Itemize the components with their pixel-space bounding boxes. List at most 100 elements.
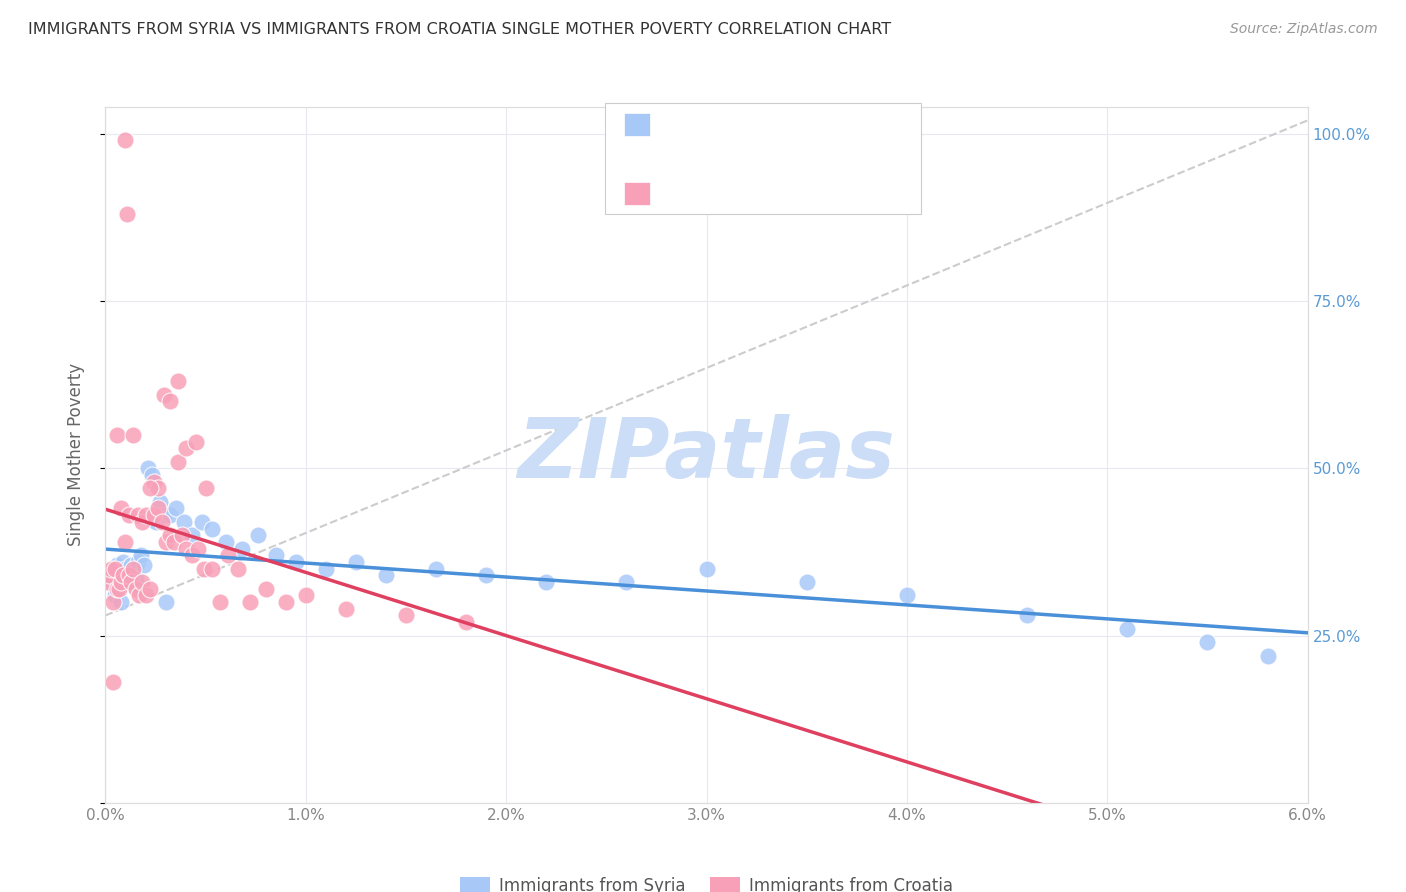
Point	[107, 558, 129, 573]
Point	[264, 548, 287, 563]
Point	[104, 589, 127, 603]
Point	[315, 562, 337, 576]
Text: R = -0.173: R = -0.173	[658, 119, 752, 134]
Legend: Immigrants from Syria, Immigrants from Croatia: Immigrants from Syria, Immigrants from C…	[454, 871, 959, 892]
Point	[344, 555, 367, 569]
Point	[110, 501, 132, 516]
Point	[100, 575, 122, 590]
Point	[159, 394, 181, 409]
Point	[107, 582, 129, 596]
Point	[226, 562, 249, 576]
Point	[124, 582, 146, 596]
Point	[124, 582, 146, 596]
Point	[124, 572, 146, 586]
Point	[122, 565, 145, 579]
Point	[190, 515, 212, 529]
Point	[141, 468, 163, 483]
Point	[129, 548, 152, 563]
Text: R = 0.500: R = 0.500	[658, 187, 745, 202]
Point	[100, 562, 122, 576]
Point	[616, 575, 638, 590]
Point	[138, 482, 160, 496]
Point	[180, 528, 202, 542]
Point	[184, 434, 207, 449]
Point	[217, 548, 239, 563]
Point	[534, 575, 557, 590]
Point	[128, 589, 150, 603]
Point	[155, 595, 177, 609]
Text: N =  51: N = 51	[801, 119, 868, 134]
Point	[201, 562, 224, 576]
Point	[108, 582, 131, 596]
Point	[103, 675, 125, 690]
Point	[127, 508, 149, 523]
Point	[1017, 608, 1039, 623]
Point	[104, 562, 127, 576]
Point	[395, 608, 418, 623]
Point	[166, 455, 188, 469]
Point	[114, 562, 136, 576]
Point	[112, 555, 135, 569]
Text: Source: ZipAtlas.com: Source: ZipAtlas.com	[1230, 22, 1378, 37]
Text: IMMIGRANTS FROM SYRIA VS IMMIGRANTS FROM CROATIA SINGLE MOTHER POVERTY CORRELATI: IMMIGRANTS FROM SYRIA VS IMMIGRANTS FROM…	[28, 22, 891, 37]
Point	[173, 515, 195, 529]
Point	[1116, 622, 1139, 636]
Point	[374, 568, 398, 582]
Point	[131, 575, 153, 590]
Y-axis label: Single Mother Poverty: Single Mother Poverty	[66, 363, 84, 547]
Point	[110, 565, 132, 579]
Point	[127, 555, 149, 569]
Point	[131, 515, 153, 529]
Point	[335, 602, 357, 616]
Point	[896, 589, 918, 603]
Point	[150, 515, 173, 529]
Point	[152, 508, 174, 523]
Point	[201, 521, 224, 535]
Point	[146, 501, 169, 516]
Point	[1197, 635, 1219, 649]
Point	[122, 428, 145, 442]
Point	[796, 575, 818, 590]
Point	[165, 501, 187, 516]
Point	[274, 595, 297, 609]
Point	[110, 595, 132, 609]
Point	[1257, 648, 1279, 663]
Point	[246, 528, 269, 542]
Point	[103, 595, 125, 609]
Point	[475, 568, 498, 582]
Point	[155, 535, 177, 549]
Point	[118, 568, 141, 582]
Point	[136, 461, 159, 475]
Point	[174, 541, 197, 556]
Point	[231, 541, 253, 556]
Point	[193, 562, 215, 576]
Point	[104, 568, 127, 582]
Point	[114, 134, 136, 148]
Point	[108, 575, 131, 590]
Point	[239, 595, 262, 609]
Point	[112, 568, 135, 582]
Point	[103, 562, 125, 576]
Point	[142, 475, 165, 489]
Point	[148, 494, 170, 508]
Point	[696, 562, 718, 576]
Point	[180, 548, 202, 563]
Text: ZIPatlas: ZIPatlas	[517, 415, 896, 495]
Point	[117, 207, 139, 221]
Point	[114, 535, 136, 549]
Point	[454, 615, 477, 630]
Point	[194, 482, 217, 496]
Point	[425, 562, 447, 576]
Point	[145, 515, 167, 529]
Point	[98, 565, 121, 579]
Point	[98, 568, 121, 582]
Point	[118, 508, 141, 523]
Point	[121, 558, 143, 573]
Point	[166, 375, 188, 389]
Point	[295, 589, 318, 603]
Text: N = 60: N = 60	[801, 187, 862, 202]
Point	[132, 558, 155, 573]
Point	[121, 575, 143, 590]
Point	[159, 508, 181, 523]
Point	[107, 428, 129, 442]
